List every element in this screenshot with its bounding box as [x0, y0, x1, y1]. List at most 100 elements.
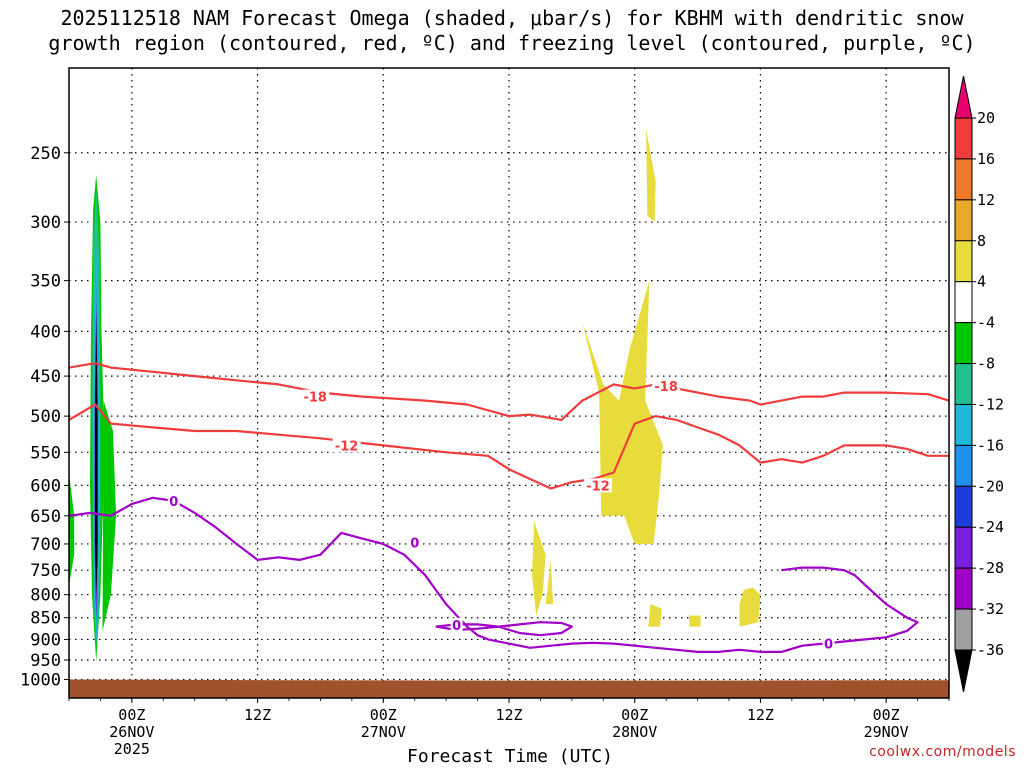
- y-axis: 2503003504004505005506006507007508008509…: [20, 144, 69, 690]
- x-tick-label-0-2: 2025: [114, 740, 150, 758]
- y-tick-label-350: 350: [30, 272, 61, 292]
- colorbar-swatch-2: [954, 199, 973, 242]
- omega-region-12: [648, 604, 662, 627]
- contour-lines: [69, 362, 949, 654]
- colorbar-swatch-4: [954, 281, 973, 324]
- colorbar-label-11: -28: [977, 559, 1004, 577]
- contour-label-7: 0: [824, 638, 833, 653]
- colorbar-label-7: -12: [977, 395, 1004, 413]
- colorbar-swatch-7: [954, 403, 973, 446]
- contour-label-2: -12: [335, 439, 359, 454]
- y-tick-label-650: 650: [30, 507, 61, 527]
- contour-label-5: 0: [410, 536, 419, 551]
- y-tick-label-300: 300: [30, 213, 61, 233]
- y-tick-label-750: 750: [30, 561, 61, 581]
- contour-label-bg-1: [652, 379, 681, 394]
- x-tick-label-2-0: 00Z: [370, 706, 397, 724]
- colorbar-label-8: -16: [977, 436, 1004, 454]
- colorbar-swatch-11: [954, 567, 973, 610]
- y-tick-label-900: 900: [30, 630, 61, 650]
- x-tick-label-5-0: 12Z: [747, 706, 774, 724]
- omega-region-8: [582, 280, 663, 544]
- y-tick-label-550: 550: [30, 443, 61, 463]
- omega-region-11: [545, 559, 553, 605]
- title-line-2: growth region (contoured, red, ºC) and f…: [48, 31, 976, 55]
- x-tick-label-6-0: 00Z: [873, 706, 900, 724]
- y-tick-label-500: 500: [30, 407, 61, 427]
- colorbar-swatch-3: [954, 240, 973, 283]
- omega-region-10: [532, 521, 546, 616]
- contour-line-2: [69, 496, 919, 654]
- omega-region-9: [646, 129, 656, 222]
- y-tick-label-950: 950: [30, 651, 61, 671]
- x-tick-label-0-1: 26NOV: [109, 723, 154, 741]
- contour-label-3: -12: [586, 479, 610, 494]
- x-axis-label: Forecast Time (UTC): [407, 746, 613, 767]
- x-tick-label-4-1: 28NOV: [612, 723, 657, 741]
- y-tick-label-800: 800: [30, 586, 61, 606]
- contour-label-6: 0: [452, 619, 461, 634]
- contour-label-bg-2: [332, 438, 361, 453]
- contour-labels: -18 -18 -12 -12 0 0 0 0: [167, 379, 835, 653]
- y-tick-label-250: 250: [30, 144, 61, 164]
- x-tick-label-3-0: 12Z: [495, 706, 522, 724]
- omega-region-14: [739, 587, 761, 627]
- x-tick-label-4-0: 00Z: [621, 706, 648, 724]
- colorbar-bottom-arrow: [954, 649, 973, 693]
- title-line-1: 2025112518 NAM Forecast Omega (shaded, μ…: [60, 6, 964, 30]
- colorbar-label-1: 16: [977, 150, 995, 168]
- contour-line-3: [435, 621, 574, 637]
- contour-line-0: [69, 362, 949, 421]
- contour-label-0: -18: [303, 391, 327, 406]
- colorbar-swatch-1: [954, 158, 973, 201]
- colorbar-swatch-0: [954, 117, 973, 160]
- plot-background: [69, 68, 949, 698]
- omega-region-13: [689, 615, 701, 627]
- contour-line-1: [69, 403, 949, 490]
- contour-label-4: 0: [169, 495, 178, 510]
- ground-fill: [69, 679, 949, 698]
- grid-lines: [69, 68, 949, 698]
- colorbar-top-arrow: [954, 75, 973, 119]
- contour-label-bg-4: [167, 493, 180, 508]
- watermark: coolwx.com/models: [869, 744, 1016, 760]
- colorbar-label-9: -20: [977, 477, 1004, 495]
- contour-label-bg-3: [584, 478, 613, 493]
- contour-label-bg-6: [450, 617, 463, 632]
- omega-shading: [69, 129, 761, 662]
- y-tick-label-1000: 1000: [20, 670, 61, 690]
- colorbar-swatch-9: [954, 485, 973, 528]
- colorbar-swatch-6: [954, 363, 973, 405]
- y-tick-label-850: 850: [30, 609, 61, 629]
- x-tick-label-2-1: 27NOV: [361, 723, 406, 741]
- colorbar-label-5: -4: [977, 314, 995, 332]
- y-tick-label-700: 700: [30, 535, 61, 555]
- colorbar-label-3: 8: [977, 232, 986, 250]
- y-tick-label-450: 450: [30, 367, 61, 387]
- chart-title: 2025112518 NAM Forecast Omega (shaded, μ…: [0, 6, 1024, 56]
- contour-label-bg-7: [822, 636, 835, 651]
- ground-terrain: [69, 679, 949, 698]
- colorbar-label-2: 12: [977, 191, 995, 209]
- contour-label-1: -18: [654, 380, 678, 395]
- colorbar-label-13: -36: [977, 641, 1004, 659]
- contour-label-bg-0: [301, 389, 330, 404]
- x-tick-label-0-0: 00Z: [118, 706, 145, 724]
- colorbar-label-6: -8: [977, 355, 995, 373]
- colorbar-label-0: 20: [977, 109, 995, 127]
- colorbar: 20 16 12 8 4 -4 -8 -12 -16 -20 -24 -28 -32 -36: [954, 75, 1004, 693]
- colorbar-swatch-12: [954, 608, 973, 651]
- colorbar-swatch-8: [954, 444, 973, 487]
- colorbar-swatch-5: [954, 322, 973, 365]
- omega-region-2: [69, 472, 75, 586]
- colorbar-label-10: -24: [977, 518, 1004, 536]
- omega-region-7: [95, 311, 98, 595]
- x-tick-label-1-0: 12Z: [244, 706, 271, 724]
- y-tick-label-600: 600: [30, 476, 61, 496]
- y-tick-label-400: 400: [30, 322, 61, 342]
- colorbar-swatch-10: [954, 526, 973, 569]
- colorbar-label-4: 4: [977, 273, 986, 291]
- x-tick-label-6-1: 29NOV: [864, 723, 909, 741]
